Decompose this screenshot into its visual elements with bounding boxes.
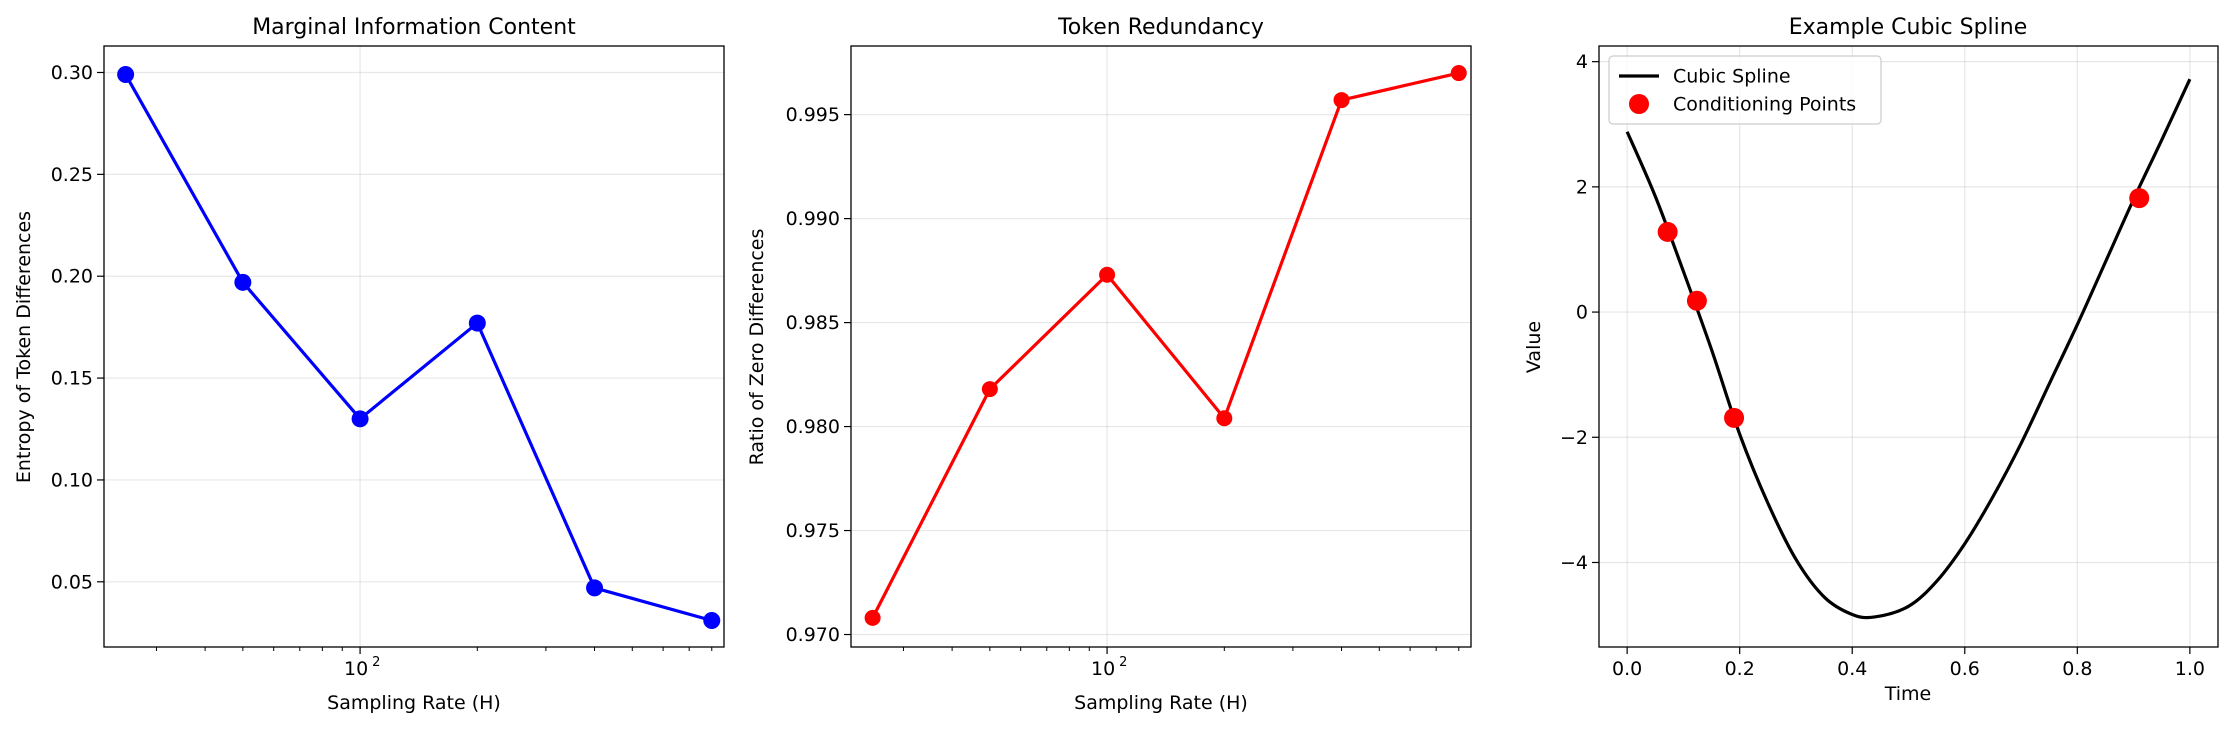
chart-1-ticks: 0.05 0.10 0.15 0.20 0.25 0.30 10 2 [51,62,713,680]
chart-1-grid [104,46,724,647]
chart-3-x-tick-label: 0.8 [2062,658,2092,680]
chart-3-xlabel: Time [1884,683,1932,705]
chart-1-xlabel: Sampling Rate (H) [327,692,501,714]
chart-3-conditioning-point [1686,290,1707,311]
chart-3-legend-marker-swatch [1629,94,1649,114]
chart-2-data [864,65,1467,626]
chart-1-series-line [124,73,713,623]
chart-3-legend-label-conditioning-points: Conditioning Points [1673,94,1856,116]
chart-3-x-tick-label: 1.0 [2175,658,2205,680]
chart-3-cubic-spline-line [1625,78,2192,620]
chart-1-data-point [234,273,252,291]
chart-2-data-point [1333,92,1350,109]
chart-3-grid [1599,46,2218,647]
chart-1-axes-frame [103,45,725,648]
chart-3-ylabel: Value [1523,321,1545,373]
chart-1-y-tick-label: 0.10 [51,469,93,491]
chart-2-xlabel: Sampling Rate (H) [1074,692,1248,714]
chart-2-y-tick-label: 0.975 [786,520,840,542]
chart-3-title: Example Cubic Spline [1789,15,2028,40]
chart-2-x-tick-label: 10 [1091,658,1115,680]
chart-2-series-line [871,71,1460,619]
chart-2-data-point [1099,266,1116,283]
chart-1-title: Marginal Information Content [252,15,576,40]
chart-3-legend-box [1608,55,1882,125]
chart-2-token-redundancy: Token Redundancy Sampling Rate (H) Ratio… [746,15,1472,714]
chart-3-y-tick-label: 2 [1576,176,1588,198]
chart-1-data-point [703,612,721,630]
chart-1-y-tick-label: 0.20 [51,266,93,288]
chart-3-legend-label-cubic-spline: Cubic Spline [1673,66,1791,88]
chart-1-data-point [351,410,369,428]
chart-3-data [1625,78,2192,620]
chart-2-ticks: 0.970 0.975 0.980 0.985 0.990 0.995 10 2 [786,104,1460,680]
chart-1-y-tick-label: 0.05 [51,571,93,593]
chart-1-data [117,66,721,630]
chart-2-ylabel: Ratio of Zero Differences [746,229,768,466]
chart-1-y-tick-label: 0.15 [51,368,93,390]
chart-3-conditioning-point [1657,221,1678,242]
chart-2-data-point [981,381,998,398]
chart-3-axes-frame [1598,45,2219,648]
chart-2-data-point [864,609,881,626]
chart-3-ticks: −4 −2 0 2 4 0.0 0.2 0.4 0.6 0.8 1.0 [1560,51,2205,680]
chart-1-marginal-information-content: Marginal Information Content Sampling Ra… [13,15,725,714]
chart-2-y-tick-label: 0.985 [786,312,840,334]
chart-3-legend: Cubic Spline Conditioning Points [1608,55,1882,125]
chart-3-conditioning-point [2129,188,2150,209]
chart-2-x-tick-label-exponent: 2 [1119,655,1127,670]
chart-2-data-point [1450,65,1467,82]
chart-3-y-tick-label: 4 [1576,51,1588,73]
chart-2-axes-frame [850,45,1472,648]
chart-3-x-tick-label: 0.2 [1725,658,1755,680]
chart-1-y-tick-label: 0.25 [51,164,93,186]
chart-3-y-tick-label: −2 [1560,427,1588,449]
chart-3-x-tick-label: 0.6 [1950,658,1980,680]
chart-2-grid [851,46,1471,647]
chart-1-x-tick-label-exponent: 2 [372,655,380,670]
chart-2-title: Token Redundancy [1057,15,1264,40]
chart-2-y-tick-label: 0.990 [786,208,840,230]
chart-1-ylabel: Entropy of Token Differences [13,211,35,483]
chart-2-y-tick-label: 0.980 [786,416,840,438]
chart-2-y-tick-label: 0.995 [786,104,840,126]
chart-3-conditioning-point [1724,407,1745,428]
chart-2-data-point [1216,410,1233,427]
chart-3-y-tick-label: 0 [1576,302,1588,324]
chart-3-example-cubic-spline: Example Cubic Spline Time Value −4 −2 0 2 4 0… [1523,15,2219,705]
chart-3-y-tick-label: −4 [1560,552,1588,574]
chart-1-data-point [468,314,486,332]
chart-1-data-point [586,579,604,597]
chart-3-x-tick-label: 0.0 [1612,658,1642,680]
chart-1-y-tick-label: 0.30 [51,62,93,84]
chart-1-data-point [117,66,135,84]
chart-1-x-tick-label: 10 [344,658,368,680]
chart-3-x-tick-label: 0.4 [1837,658,1867,680]
chart-2-y-tick-label: 0.970 [786,624,840,646]
